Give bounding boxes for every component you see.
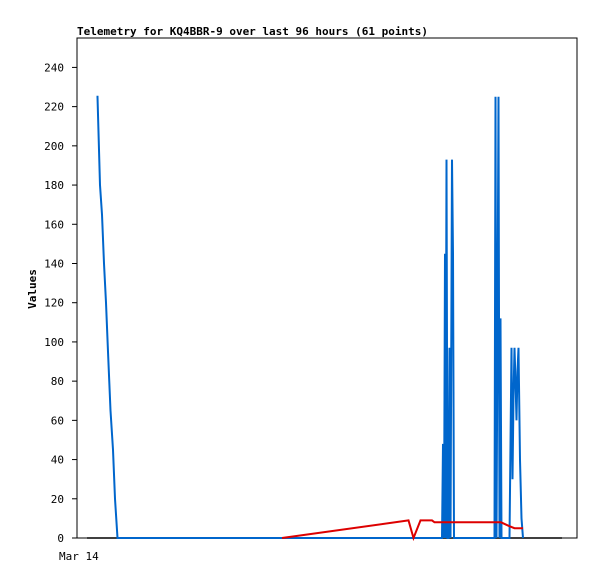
y-axis-ticks: 0 20 40 60 80 100 120 140 160 180 200 220 240 [44,61,77,545]
y-tick-label: 220 [44,101,64,114]
y-tick-label: 60 [51,414,64,427]
y-tick-label: 20 [51,493,64,506]
y-tick-label: 200 [44,140,64,153]
y-tick-label: 240 [44,61,64,74]
x-axis-ticks: Mar 14 [59,550,99,563]
y-tick-label: 40 [51,454,64,467]
y-tick-label: 140 [44,257,64,270]
y-tick-label: 160 [44,218,64,231]
x-tick-label: Mar 14 [59,550,99,563]
series-line-1 [96,95,524,539]
y-axis-label: Values [26,269,39,309]
y-tick-label: 80 [51,375,64,388]
chart-title: Telemetry for KQ4BBR-9 over last 96 hour… [77,25,428,38]
y-tick-label: 100 [44,336,64,349]
series-layer [87,95,562,542]
y-tick-label: 0 [57,532,64,545]
y-tick-label: 180 [44,179,64,192]
series-line-2 [281,519,523,542]
y-tick-label: 120 [44,297,64,310]
